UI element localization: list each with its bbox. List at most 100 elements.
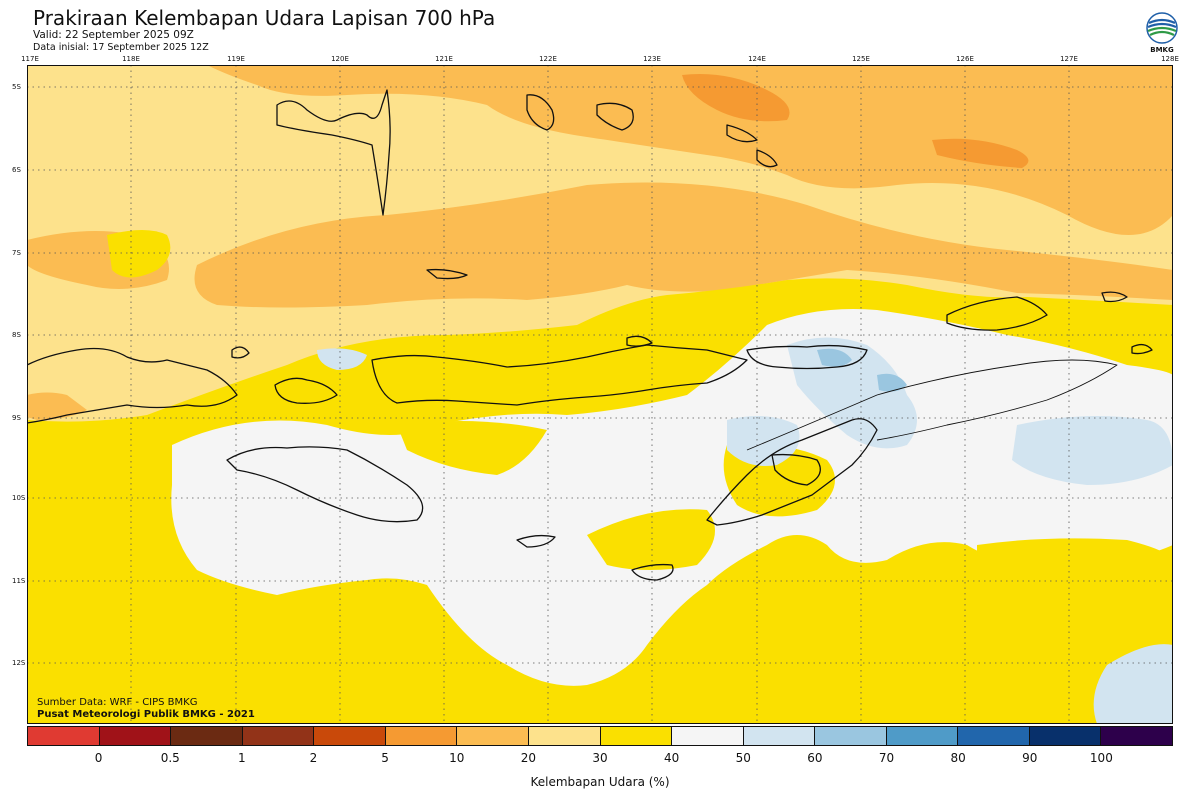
lon-label: 122E bbox=[539, 55, 557, 63]
maritime-boundary bbox=[746, 359, 1118, 451]
colorbar-swatch bbox=[242, 727, 315, 745]
humidity-0-10-patch bbox=[932, 138, 1029, 168]
lon-label: 121E bbox=[435, 55, 453, 63]
colorbar-swatch bbox=[743, 727, 816, 745]
humidity-0-10-patch bbox=[682, 74, 790, 122]
colorbar-swatch bbox=[886, 727, 959, 745]
humidity-50-60-area bbox=[727, 416, 800, 466]
colorbar-label: 20 bbox=[520, 751, 537, 765]
data-source-credit: Sumber Data: WRF - CIPS BMKG bbox=[37, 697, 198, 708]
island-coast bbox=[276, 89, 391, 216]
colorbar-label: 10 bbox=[449, 751, 465, 765]
colorbar-label: 40 bbox=[663, 751, 680, 765]
lat-label: 8S bbox=[12, 331, 21, 339]
lon-label: 128E bbox=[1161, 55, 1179, 63]
colorbar-swatch bbox=[457, 727, 529, 745]
lat-label: 5S bbox=[12, 83, 21, 91]
colorbar-swatch bbox=[1029, 727, 1102, 745]
colorbar-label: 90 bbox=[1022, 751, 1038, 765]
colorbar-label: 5 bbox=[381, 751, 389, 765]
lon-label: 119E bbox=[227, 55, 245, 63]
humidity-50-60-area bbox=[787, 337, 917, 449]
humidity-30-40-island bbox=[647, 646, 677, 686]
lon-label: 125E bbox=[852, 55, 870, 63]
lon-label: 120E bbox=[331, 55, 349, 63]
lon-label: 126E bbox=[956, 55, 974, 63]
lon-label: 117E bbox=[21, 55, 39, 63]
bmkg-logo: BMKG bbox=[1141, 10, 1183, 58]
lat-label: 6S bbox=[12, 166, 21, 174]
bmkg-logo-icon bbox=[1146, 12, 1178, 44]
colorbar-title: Kelembapan Udara (%) bbox=[530, 775, 670, 789]
colorbar-label: 1 bbox=[238, 751, 246, 765]
island-coast bbox=[27, 347, 238, 424]
humidity-30-40-island bbox=[977, 538, 1173, 601]
island-coast bbox=[756, 149, 778, 168]
colorbar-label: 50 bbox=[735, 751, 751, 765]
colorbar-label: 0 bbox=[94, 751, 103, 765]
lon-label: 127E bbox=[1060, 55, 1078, 63]
island-coast bbox=[946, 296, 1048, 331]
humidity-40-50-area bbox=[171, 309, 1173, 686]
island-coast bbox=[631, 563, 674, 581]
colorbar-label: 80 bbox=[950, 751, 966, 765]
humidity-10-20-mid bbox=[194, 182, 1173, 308]
lon-label: 118E bbox=[122, 55, 140, 63]
initial-time: Data inisial: 17 September 2025 12Z bbox=[33, 42, 209, 53]
island-coast bbox=[426, 268, 468, 280]
humidity-30-40-island bbox=[397, 421, 547, 475]
humidity-60-70-area bbox=[877, 373, 907, 392]
colorbar-label: 0.5 bbox=[160, 751, 180, 765]
humidity-10-20-top bbox=[207, 65, 1173, 235]
lon-label: 123E bbox=[643, 55, 661, 63]
island-coast bbox=[1131, 343, 1153, 355]
lon-label: 124E bbox=[748, 55, 766, 63]
island-coast bbox=[1101, 291, 1128, 303]
colorbar-swatch bbox=[528, 727, 601, 745]
colorbar-swatch bbox=[171, 727, 243, 745]
island-coast bbox=[516, 534, 556, 548]
lat-label: 12S bbox=[12, 659, 26, 667]
colorbar-label: 100 bbox=[1089, 751, 1113, 765]
lat-label: 10S bbox=[12, 494, 26, 502]
colorbar bbox=[27, 726, 1173, 746]
island-coast bbox=[746, 344, 868, 370]
humidity-50-60-area bbox=[1012, 416, 1173, 485]
valid-time: Valid: 22 September 2025 09Z bbox=[33, 29, 194, 41]
coastlines bbox=[27, 89, 1153, 581]
colorbar-label: 2 bbox=[309, 751, 318, 765]
colorbar-swatch bbox=[314, 727, 386, 745]
colorbar-swatch bbox=[385, 727, 458, 745]
organization-credit: Pusat Meteorologi Publik BMKG - 2021 bbox=[37, 709, 255, 720]
map-title: Prakiraan Kelembapan Udara Lapisan 700 h… bbox=[33, 6, 496, 30]
island-coast bbox=[231, 346, 250, 359]
lat-label: 7S bbox=[12, 249, 21, 257]
colorbar-label: 30 bbox=[592, 751, 608, 765]
colorbar-label: 60 bbox=[807, 751, 823, 765]
island-coast bbox=[371, 344, 748, 406]
island-coast bbox=[726, 124, 758, 143]
humidity-30-40-island bbox=[587, 509, 715, 570]
island-coast bbox=[706, 418, 878, 526]
colorbar-swatch bbox=[600, 727, 673, 745]
colorbar-swatch bbox=[672, 727, 744, 745]
island-coast bbox=[226, 446, 424, 523]
island-coast bbox=[596, 102, 634, 131]
humidity-map[interactable] bbox=[27, 65, 1173, 724]
colorbar-label: 70 bbox=[878, 751, 895, 765]
colorbar-swatch bbox=[815, 727, 887, 745]
humidity-50-60-area bbox=[1093, 644, 1173, 724]
humidity-60-70-area bbox=[817, 348, 852, 367]
lat-label: 11S bbox=[12, 577, 26, 585]
island-coast bbox=[274, 377, 338, 404]
graticule bbox=[27, 65, 1173, 724]
humidity-30-40-topleft bbox=[107, 230, 171, 278]
colorbar-swatch bbox=[99, 727, 172, 745]
island-coast bbox=[771, 453, 821, 486]
colorbar-swatch bbox=[958, 727, 1030, 745]
humidity-10-20-left-lower bbox=[27, 392, 87, 420]
colorbar-swatch bbox=[1101, 727, 1172, 745]
colorbar-swatch bbox=[28, 727, 100, 745]
logo-text: BMKG bbox=[1150, 46, 1174, 54]
humidity-50-60-area bbox=[317, 348, 367, 370]
